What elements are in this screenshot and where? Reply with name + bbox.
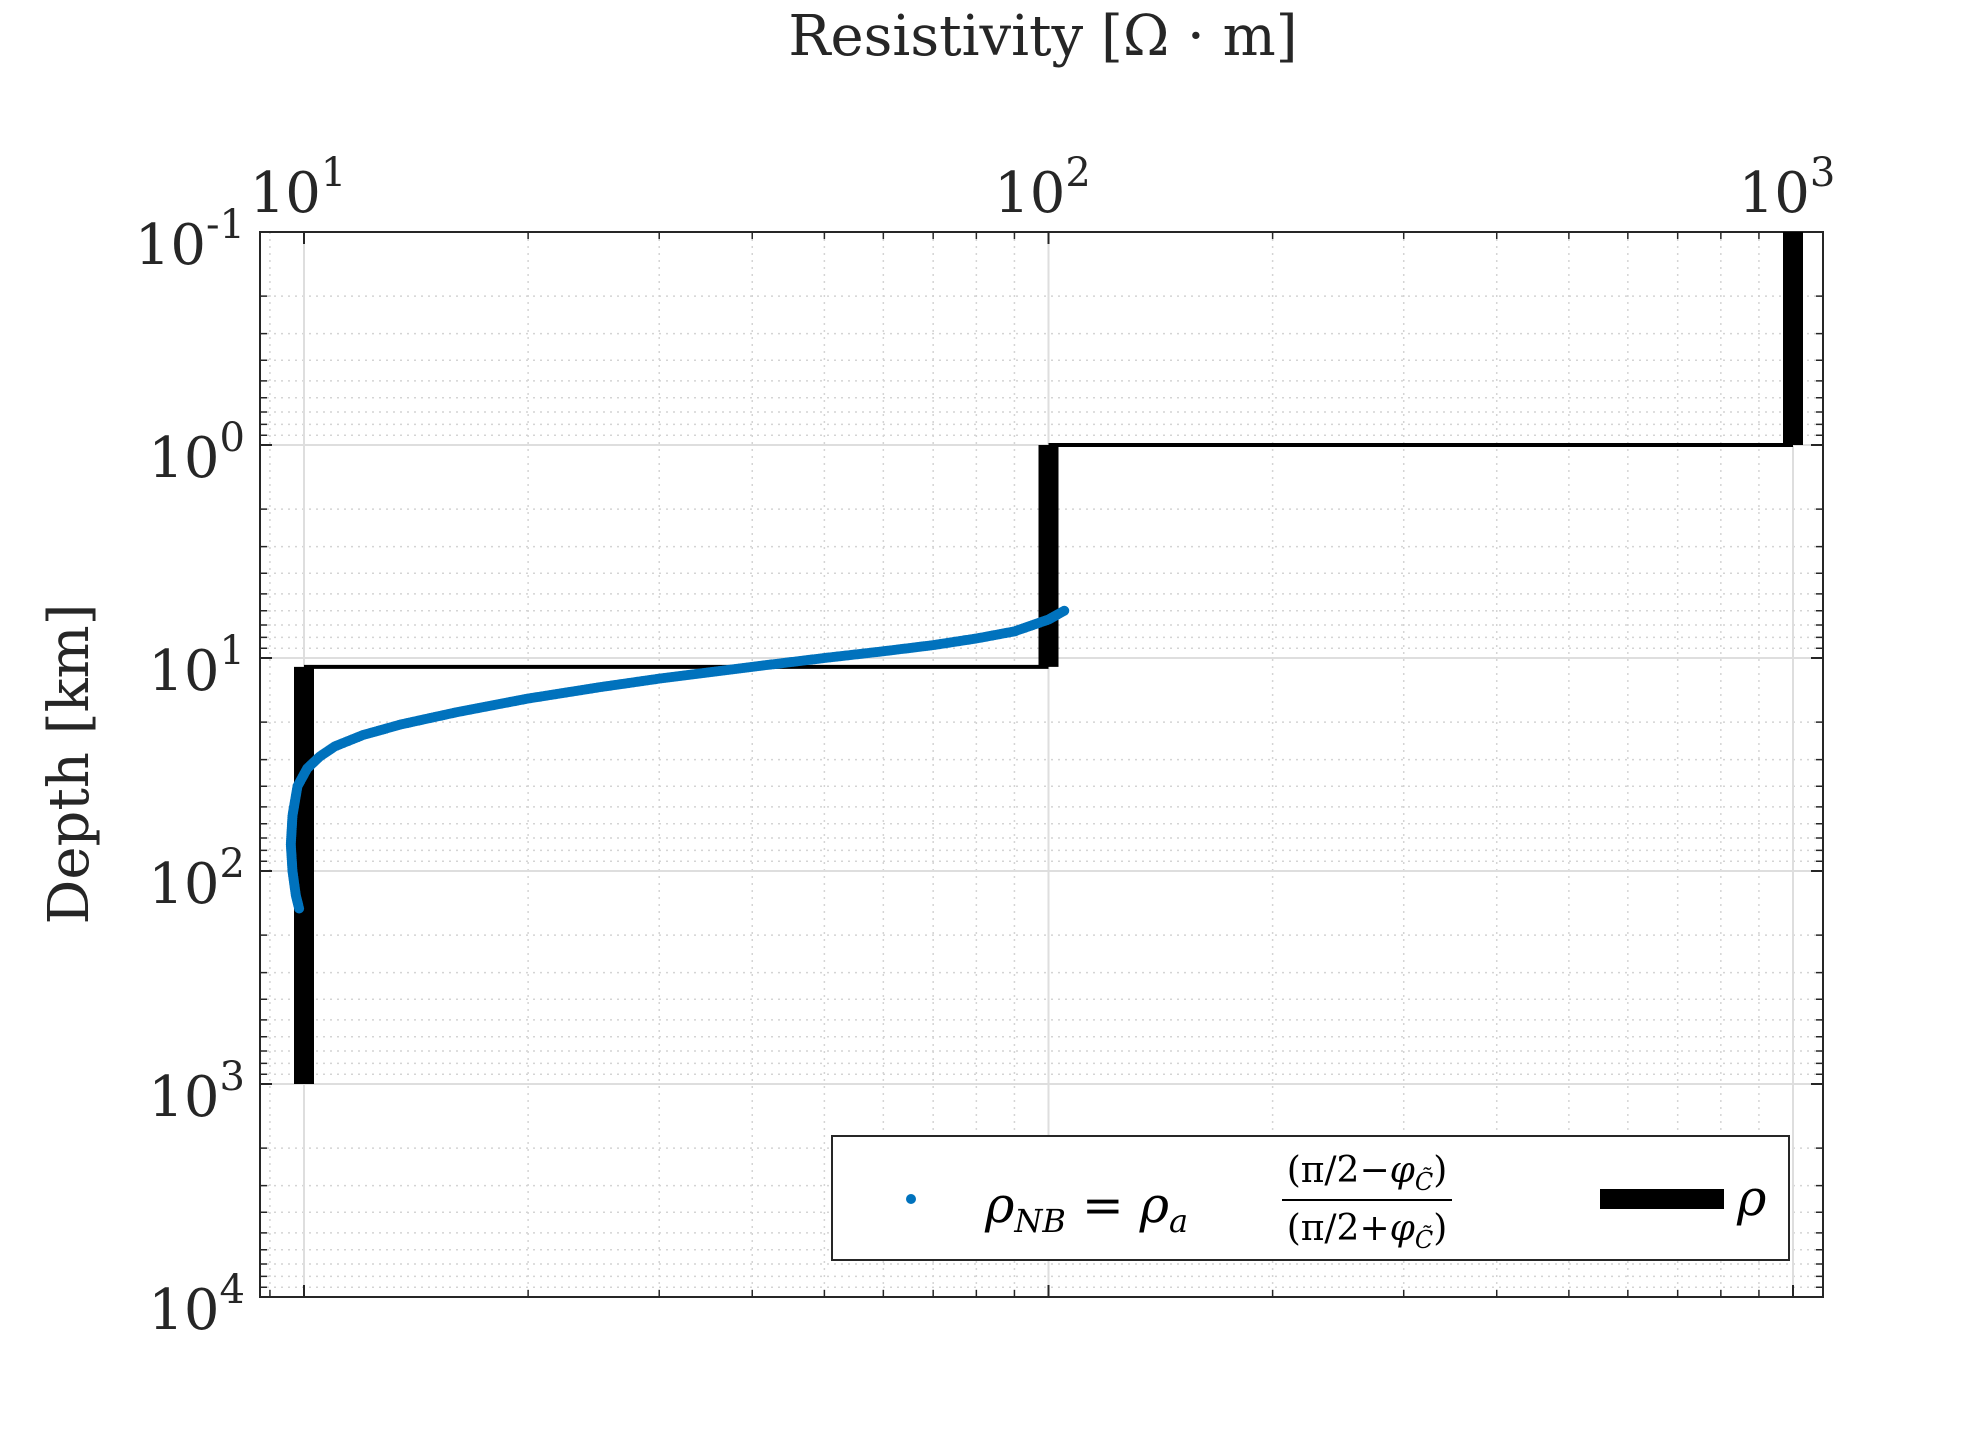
series-rho-nb [285,605,1070,914]
y-tick-label: 101 [148,628,245,704]
x-tick-labels: 101 102 103 [250,150,1836,226]
legend-label-rho-nb: ρNB = ρa (π/2−φC̃) (π/2+φC̃) [984,1150,1452,1254]
legend: ρNB = ρa (π/2−φC̃) (π/2+φC̃) ρ [831,1135,1790,1261]
svg-text:ρNB = ρa: ρNB = ρa [984,1176,1188,1240]
legend-entry-rho-nb: ρNB = ρa (π/2−φC̃) (π/2+φC̃) [906,1150,1452,1254]
x-tick-label: 102 [994,150,1091,226]
tick-marks [260,231,1823,1298]
x-tick-label: 101 [250,150,347,226]
y-tick-label: 102 [148,841,245,917]
y-tick-label: 103 [148,1054,245,1130]
svg-text:(π/2−φC̃): (π/2−φC̃) [1287,1150,1448,1196]
x-tick-label: 103 [1739,150,1836,226]
y-tick-label: 100 [148,415,245,491]
series-rho-step [294,232,1803,1084]
legend-entry-rho: ρ [1600,1169,1767,1227]
rho-nb-point [294,903,305,914]
y-tick-label: 104 [148,1267,245,1343]
y-tick-label: 10-1 [135,202,245,278]
legend-marker-rho-nb [906,1194,916,1204]
y-tick-labels: 10-1 100 101 102 103 104 [135,202,245,1343]
legend-label-rho: ρ [1736,1169,1767,1227]
plot-frame [259,231,1824,1298]
svg-text:(π/2+φC̃): (π/2+φC̃) [1287,1208,1448,1254]
y-axis-title: Depth [km] [37,604,102,925]
x-axis-title: Resistivity [Ω · m] [788,4,1297,69]
